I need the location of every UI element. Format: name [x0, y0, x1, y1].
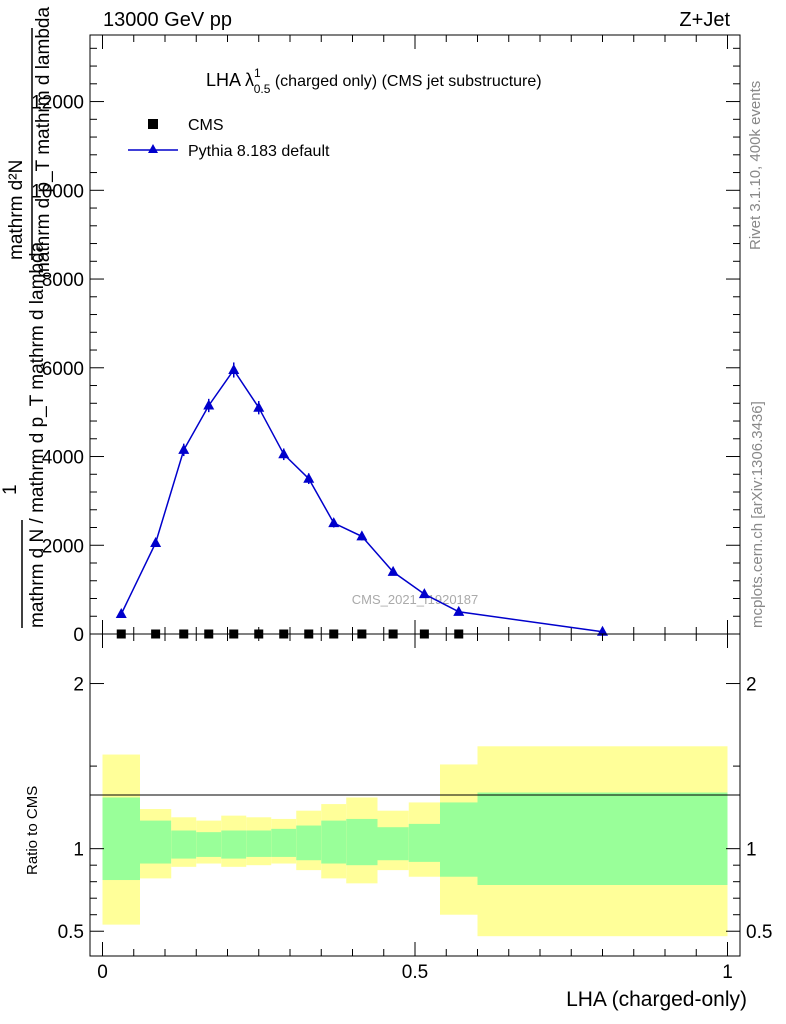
rivet-label: Rivet 3.1.10, 400k events — [747, 81, 764, 250]
mc-point — [150, 537, 162, 548]
main-y-label: mathrm d²N mathrm d p_T mathrm d lambda … — [0, 7, 54, 628]
y-label-line2-text: mathrm d p_T mathrm d lambda — [33, 7, 54, 278]
legend-cms-label: CMS — [188, 117, 224, 134]
title-sub: 0.5 — [254, 82, 271, 96]
y-label-line3: 1 — [0, 484, 21, 495]
title-prefix: LHA λ — [206, 70, 254, 90]
ratio-band-inner — [102, 797, 140, 881]
ratio-x-ticks: 0 0.5 1 — [97, 634, 733, 983]
ratio-xtick-label: 1 — [722, 962, 733, 983]
ratio-y-ticks: 0.5 0.5 1 1 2 2 — [58, 675, 773, 944]
ratio-band-inner — [171, 830, 197, 859]
mc-line — [120, 368, 603, 633]
main-ytick-label: 2000 — [42, 536, 84, 557]
main-ytick-label: 12000 — [31, 93, 84, 114]
main-ytick-label: 6000 — [42, 359, 84, 380]
mc-point — [228, 363, 240, 374]
mc-point — [597, 625, 608, 636]
mc-point — [418, 588, 430, 599]
ratio-xtick-label: 0.5 — [402, 962, 428, 983]
ratio-ytick-label-right: 2 — [746, 675, 757, 696]
process-label: Z+Jet — [679, 9, 730, 31]
main-ytick-label: 8000 — [42, 270, 84, 291]
ratio-y-label: Ratio to CMS — [24, 786, 41, 875]
ratio-band-inner — [196, 832, 222, 857]
main-ytick-label: 4000 — [42, 448, 84, 469]
legend-mc-label: Pythia 8.183 default — [188, 143, 330, 160]
ratio-ytick-label-left: 0.5 — [58, 922, 84, 943]
analysis-watermark: CMS_2021_I1920187 — [352, 592, 479, 607]
ratio-band-inner — [321, 820, 347, 864]
legend-cms-marker — [148, 119, 158, 129]
main-x-ticks — [102, 35, 728, 634]
ratio-ytick-label-right: 0.5 — [746, 922, 772, 943]
mc-point — [328, 517, 340, 528]
mc-point — [453, 605, 465, 616]
mcplots-label: mcplots.cern.ch [arXiv:1306.3436] — [749, 401, 766, 628]
legend-mc-marker — [148, 144, 158, 153]
mc-point — [278, 448, 290, 459]
legend: CMS Pythia 8.183 default — [128, 117, 330, 160]
ratio-ytick-label-left: 1 — [73, 840, 84, 861]
ratio-band-inner — [140, 820, 172, 864]
ratio-panel: 0.5 0.51 12 2 0 0.5 1 — [58, 633, 773, 983]
ratio-band-inner — [477, 792, 728, 885]
chart-title: LHA λ1 0.5 (charged only) (CMS jet substr… — [206, 66, 542, 96]
ratio-band-inner — [408, 823, 440, 862]
ratio-band-inner — [246, 830, 272, 857]
mc-point — [356, 530, 368, 541]
title-suffix: (charged only) (CMS jet substructure) — [270, 73, 541, 90]
y-label-line1: mathrm d²N — [6, 160, 27, 260]
mc-point — [253, 401, 265, 412]
y-label-line4: mathrm d N / mathrm d p_T mathrm d lambd… — [27, 241, 48, 628]
mc-point — [303, 472, 315, 483]
main-y-ticks: 0 2000 4000 6000 8000 10000 12000 — [31, 47, 740, 646]
ratio-band-inner — [346, 818, 378, 866]
ratio-ytick-label-left: 2 — [73, 675, 84, 696]
ratio-band-inner — [296, 825, 322, 861]
main-ytick-label: 0 — [73, 625, 84, 646]
mc-point — [115, 608, 127, 619]
ratio-ytick-label-right: 1 — [746, 840, 757, 861]
ratio-band-inner — [221, 830, 247, 859]
mc-point — [387, 565, 399, 576]
mc-point — [178, 443, 190, 454]
energy-label: 13000 GeV pp — [103, 9, 232, 31]
main-panel: 0 2000 4000 6000 8000 10000 12000 LHA λ1 0.5 (c… — [31, 34, 741, 646]
mc-series — [115, 362, 608, 636]
mc-point — [203, 399, 215, 410]
title-sup: 1 — [254, 66, 261, 80]
ratio-bands — [102, 746, 728, 937]
ratio-band-inner — [271, 828, 297, 857]
ratio-band-inner — [377, 827, 409, 861]
main-ytick-label: 10000 — [31, 181, 84, 202]
x-axis-label: LHA (charged-only) — [566, 988, 747, 1011]
ratio-band-inner — [440, 802, 478, 877]
ratio-xtick-label: 0 — [97, 962, 108, 983]
y-label-line2: mathrm d p_T mathrm d lambda — [33, 7, 54, 278]
